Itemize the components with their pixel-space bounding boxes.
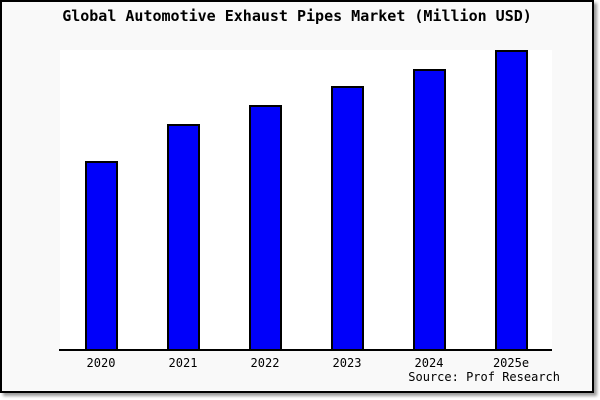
bar-2021 xyxy=(166,124,200,349)
x-tick-label-2024: 2024 xyxy=(414,356,444,370)
x-tick-label-2023: 2023 xyxy=(332,356,362,370)
bar-2025e xyxy=(494,50,528,349)
x-tick-label-2022: 2022 xyxy=(250,356,280,370)
bar-slot-2023 xyxy=(306,50,388,349)
bar-slot-2025e xyxy=(470,50,552,349)
x-axis-line xyxy=(59,349,552,351)
x-tick-label-2025e: 2025e xyxy=(492,356,530,370)
bar-slot-2020 xyxy=(60,50,142,349)
bar-2022 xyxy=(248,105,282,349)
bar-slot-2024 xyxy=(388,50,470,349)
x-tick-label-2020: 2020 xyxy=(86,356,116,370)
x-tick-label-2021: 2021 xyxy=(168,356,198,370)
bar-2020 xyxy=(84,161,118,349)
x-labels-row: 2020 2021 2022 2023 2024 2025e xyxy=(60,356,552,370)
bar-slot-2021 xyxy=(142,50,224,349)
bar-slot-2022 xyxy=(224,50,306,349)
bars-container xyxy=(60,50,552,349)
plot-area xyxy=(60,50,552,350)
source-note: Source: Prof Research xyxy=(408,370,560,384)
chart-title: Global Automotive Exhaust Pipes Market (… xyxy=(62,7,532,25)
bar-2023 xyxy=(330,86,364,349)
bar-2024 xyxy=(412,69,446,349)
